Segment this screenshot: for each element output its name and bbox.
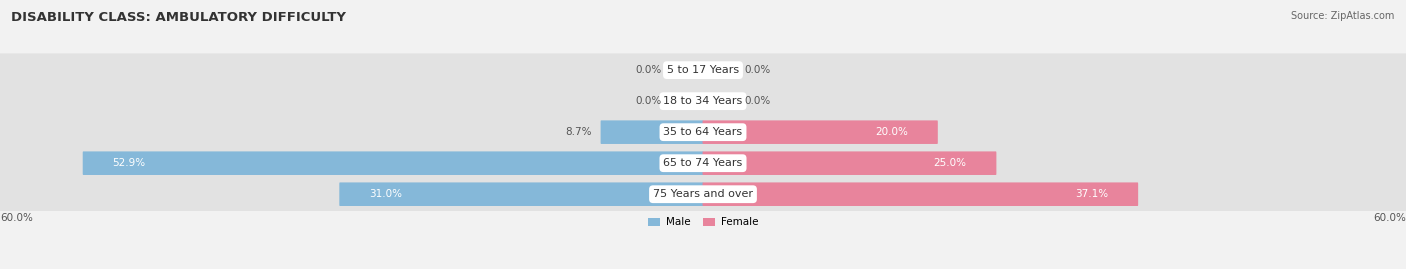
Text: 52.9%: 52.9% — [112, 158, 146, 168]
Text: 60.0%: 60.0% — [1374, 213, 1406, 224]
Text: 60.0%: 60.0% — [0, 213, 32, 224]
FancyBboxPatch shape — [703, 121, 938, 144]
Text: 31.0%: 31.0% — [368, 189, 402, 199]
Text: Source: ZipAtlas.com: Source: ZipAtlas.com — [1291, 11, 1395, 21]
FancyBboxPatch shape — [339, 182, 703, 206]
Text: DISABILITY CLASS: AMBULATORY DIFFICULTY: DISABILITY CLASS: AMBULATORY DIFFICULTY — [11, 11, 346, 24]
Text: 65 to 74 Years: 65 to 74 Years — [664, 158, 742, 168]
Text: 8.7%: 8.7% — [565, 127, 592, 137]
Text: 0.0%: 0.0% — [636, 96, 662, 106]
FancyBboxPatch shape — [83, 151, 703, 175]
FancyBboxPatch shape — [703, 182, 1139, 206]
FancyBboxPatch shape — [0, 53, 1406, 87]
Text: 0.0%: 0.0% — [744, 65, 770, 75]
FancyBboxPatch shape — [0, 115, 1406, 149]
FancyBboxPatch shape — [600, 121, 703, 144]
FancyBboxPatch shape — [0, 84, 1406, 118]
Text: 75 Years and over: 75 Years and over — [652, 189, 754, 199]
FancyBboxPatch shape — [703, 151, 997, 175]
Text: 0.0%: 0.0% — [636, 65, 662, 75]
Text: 18 to 34 Years: 18 to 34 Years — [664, 96, 742, 106]
Text: 20.0%: 20.0% — [875, 127, 908, 137]
Text: 5 to 17 Years: 5 to 17 Years — [666, 65, 740, 75]
Legend: Male, Female: Male, Female — [648, 217, 758, 227]
FancyBboxPatch shape — [0, 146, 1406, 180]
Text: 25.0%: 25.0% — [934, 158, 967, 168]
Text: 37.1%: 37.1% — [1076, 189, 1108, 199]
Text: 0.0%: 0.0% — [744, 96, 770, 106]
FancyBboxPatch shape — [0, 178, 1406, 211]
Text: 35 to 64 Years: 35 to 64 Years — [664, 127, 742, 137]
